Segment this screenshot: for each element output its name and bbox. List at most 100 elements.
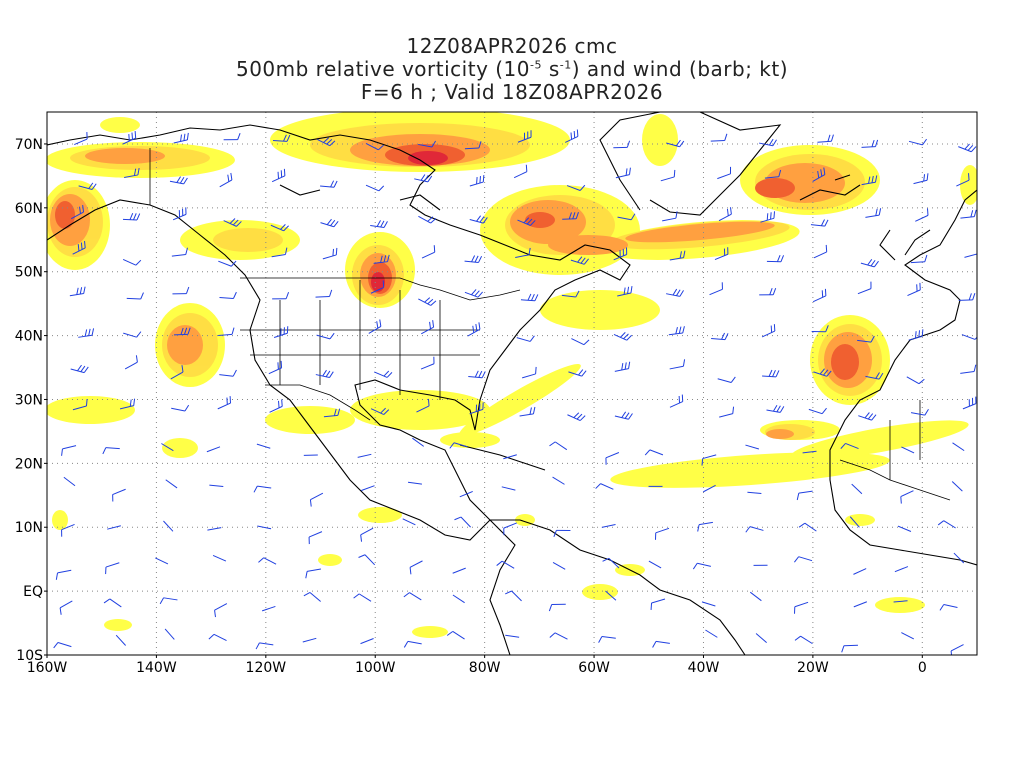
- wind-barb: [865, 208, 882, 218]
- wind-barb: [421, 245, 436, 259]
- wind-barb: [208, 633, 227, 641]
- wind-barb: [63, 476, 76, 487]
- wind-barb: [223, 132, 241, 141]
- wind-barb: [549, 632, 568, 640]
- wind-barb: [939, 604, 958, 611]
- wind-barb: [794, 556, 813, 563]
- wind-barb: [454, 516, 471, 528]
- wind-barb: [315, 289, 333, 298]
- exponent-1: -5: [530, 58, 542, 72]
- wind-barb: [214, 603, 228, 618]
- wind-barb: [171, 404, 190, 412]
- wind-barb: [122, 213, 141, 221]
- wind-barb: [717, 166, 732, 180]
- wind-barb: [760, 211, 776, 223]
- wind-barb: [810, 219, 829, 227]
- subtitle-prefix: 500mb relative vorticity (10: [235, 57, 531, 81]
- wind-barb: [615, 167, 631, 179]
- wind-barb: [718, 207, 732, 222]
- wind-barb: [161, 443, 174, 452]
- wind-barb: [553, 529, 571, 538]
- wind-barb: [745, 526, 764, 533]
- lat-lon-grid: [47, 112, 977, 655]
- wind-barb: [668, 326, 685, 336]
- longitude-labels: 160W 140W 120W 100W 80W 60W 40W 20W 0: [27, 655, 927, 676]
- wind-barb: [552, 561, 566, 570]
- wind-barb: [365, 184, 385, 192]
- wind-barb: [207, 527, 222, 531]
- wind-barb: [172, 207, 187, 221]
- wind-barb: [505, 590, 522, 602]
- wind-barb: [165, 479, 178, 489]
- lat-tick-label: 10S: [16, 648, 43, 664]
- wind-barb: [669, 359, 686, 370]
- wind-barb: [70, 364, 89, 374]
- wind-barb: [416, 398, 430, 413]
- wind-barb: [648, 560, 662, 569]
- subtitle-mid: s: [541, 57, 560, 81]
- wind-barb: [548, 603, 566, 612]
- wind-barb: [469, 215, 488, 224]
- wind-barb: [759, 288, 777, 296]
- wind-barb: [701, 601, 716, 607]
- wind-barb: [910, 408, 929, 416]
- wind-barb: [360, 527, 374, 542]
- wind-barb: [614, 361, 631, 372]
- wind-barb: [365, 142, 384, 151]
- wind-barb: [853, 568, 867, 575]
- wind-barb: [409, 560, 423, 575]
- wind-barb: [467, 322, 481, 337]
- wind-barb: [519, 406, 536, 417]
- wind-barb: [469, 402, 484, 415]
- map-title: 12Z08APR2026 cmc: [406, 34, 618, 58]
- wind-barb: [418, 297, 437, 306]
- wind-barb: [61, 445, 77, 456]
- lat-tick-label: 40N: [15, 329, 43, 345]
- wind-barb: [697, 521, 713, 532]
- wind-barb: [122, 259, 142, 266]
- wind-barb: [893, 600, 908, 603]
- wind-barb: [860, 259, 879, 268]
- wind-barb: [320, 218, 339, 228]
- wind-barb: [601, 524, 616, 528]
- wind-barb: [269, 399, 283, 413]
- wind-barb: [711, 332, 729, 341]
- wind-barb: [766, 254, 785, 263]
- wind-barb: [368, 319, 382, 334]
- wind-barb: [906, 376, 925, 385]
- wind-barb: [403, 640, 422, 648]
- wind-barb: [173, 132, 189, 144]
- wind-barb: [654, 527, 670, 540]
- wind-barb: [126, 292, 144, 300]
- wind-barb: [937, 520, 956, 529]
- map-subtitle: 500mb relative vorticity (10-5 s-1) and …: [0, 57, 1024, 81]
- wind-barb: [374, 370, 393, 378]
- wind-barb: [103, 598, 122, 608]
- wind-barb: [373, 254, 390, 264]
- wind-barb: [865, 372, 884, 380]
- wind-barb: [666, 139, 685, 148]
- wind-barb: [719, 406, 735, 418]
- wind-barb: [709, 282, 723, 296]
- wind-barb: [802, 450, 817, 454]
- wind-barb: [598, 635, 616, 643]
- wind-barb: [562, 212, 579, 220]
- wind-barb: [170, 365, 184, 380]
- wind-barb: [223, 218, 242, 227]
- wind-barb: [517, 217, 536, 226]
- wind-barb: [660, 169, 676, 182]
- wind-barb: [910, 254, 928, 264]
- wind-barb: [798, 522, 817, 532]
- wind-barb: [112, 488, 126, 502]
- wind-barb: [446, 630, 465, 640]
- latitude-labels: 70N 60N 50N 40N 30N 20N 10N EQ 10S: [15, 137, 47, 664]
- wind-barb: [857, 281, 872, 295]
- wind-barb: [501, 486, 516, 491]
- lon-tick-label: 40W: [688, 660, 720, 676]
- lon-tick-label: 100W: [355, 660, 396, 676]
- wind-barb: [617, 286, 633, 297]
- lon-tick-label: 0: [918, 660, 927, 676]
- wind-barb: [323, 408, 341, 418]
- wind-barb: [322, 247, 338, 260]
